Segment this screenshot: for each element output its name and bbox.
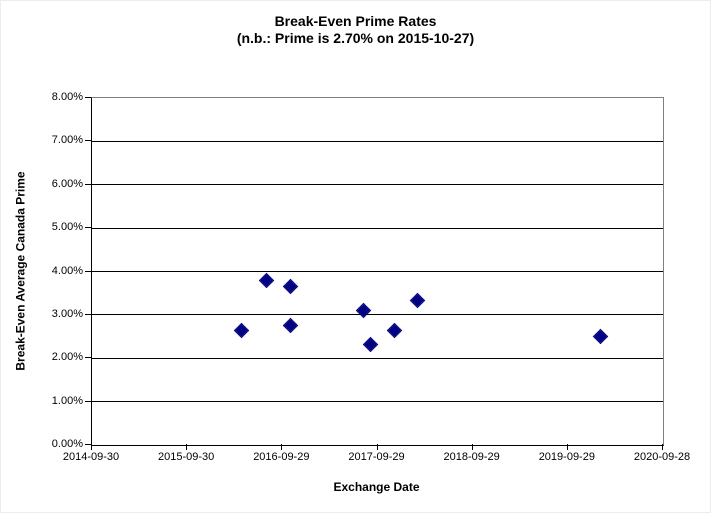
gridline (92, 227, 663, 229)
gridline (92, 271, 663, 272)
gridline (92, 140, 663, 142)
y-tick-label: 5.00% (51, 221, 83, 234)
data-point-diamond (362, 336, 378, 353)
data-point-diamond (282, 278, 298, 295)
y-axis-tick (85, 400, 91, 402)
y-axis-tick (85, 97, 91, 98)
y-tick-label: 0.00% (51, 438, 83, 450)
y-tick-label: 7.00% (51, 134, 83, 147)
data-point-diamond (234, 322, 250, 338)
y-axis-tick (85, 444, 91, 445)
x-tick-label: 2020-09-28 (633, 451, 691, 463)
x-tick-label: 2015-09-30 (158, 451, 215, 463)
x-axis-tick (281, 444, 283, 450)
data-point-diamond (282, 317, 298, 334)
x-axis-tick (662, 444, 663, 450)
x-tick-label: 2017-09-29 (348, 451, 405, 463)
x-tick-label: 2018-09-29 (443, 451, 500, 463)
data-point-diamond (409, 292, 425, 308)
plot-area (91, 97, 664, 446)
y-tick-label: 2.00% (51, 351, 83, 364)
y-tick-label: 8.00% (51, 91, 83, 103)
y-axis-tick (85, 140, 91, 142)
x-axis-tick (471, 444, 473, 450)
y-axis-tick (85, 270, 91, 272)
x-tick-label: 2014-09-30 (62, 451, 120, 463)
gridline (92, 401, 663, 403)
y-tick-label: 3.00% (51, 307, 83, 320)
data-point-diamond (386, 323, 402, 339)
y-tick-label: 4.00% (51, 264, 83, 277)
x-axis-tick (566, 444, 568, 450)
gridline (92, 314, 663, 316)
gridline (92, 357, 663, 359)
y-axis-tick (85, 357, 91, 359)
data-point-diamond (593, 329, 609, 345)
chart-title-block: Break-Even Prime Rates (n.b.: Prime is 2… (1, 13, 710, 47)
x-axis-tick (91, 444, 92, 450)
gridline (92, 184, 663, 186)
chart-subtitle: (n.b.: Prime is 2.70% on 2015-10-27) (236, 30, 475, 46)
y-axis-tick (85, 183, 91, 185)
x-axis-tick (376, 444, 378, 450)
x-axis-title: Exchange Date (333, 480, 420, 494)
x-axis-tick (186, 444, 188, 450)
y-tick-label: 6.00% (51, 177, 83, 190)
x-tick-label: 2019-09-29 (538, 451, 595, 463)
chart-title: Break-Even Prime Rates (274, 13, 437, 29)
y-axis-tick (85, 227, 91, 229)
x-tick-label: 2016-09-29 (253, 451, 310, 463)
y-axis-tick (85, 313, 91, 315)
y-tick-label: 1.00% (51, 394, 83, 407)
data-point-diamond (259, 272, 275, 288)
